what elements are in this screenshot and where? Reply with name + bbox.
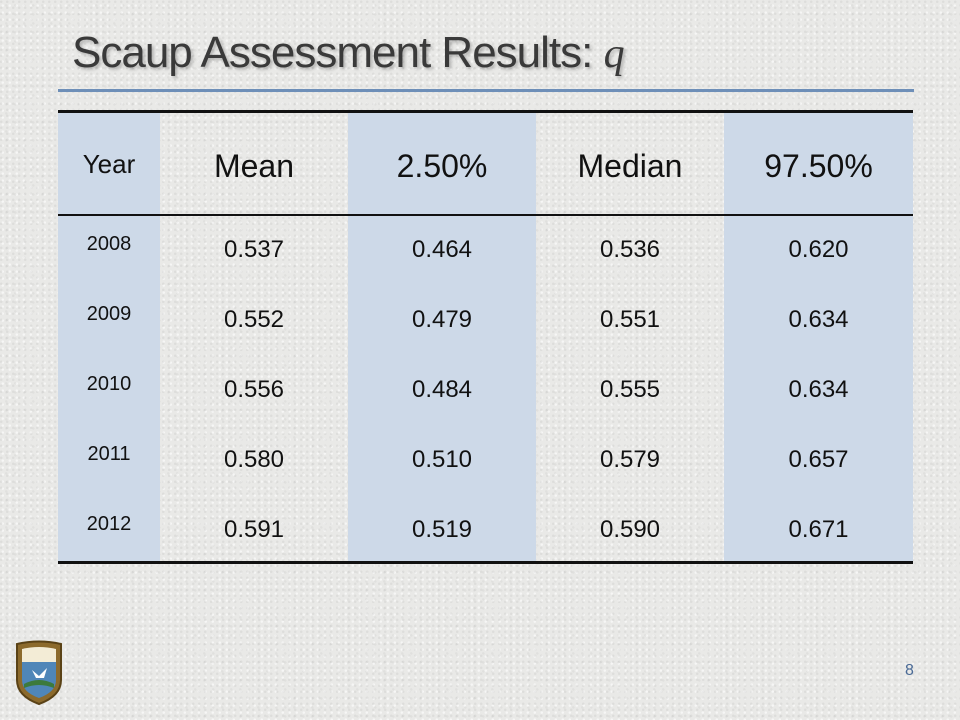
table-top-rule	[58, 110, 913, 113]
title-underline	[58, 89, 914, 92]
page-number: 8	[905, 662, 914, 679]
cell-upper-ci: 0.634	[788, 306, 849, 333]
cell-median: 0.555	[599, 376, 661, 403]
cell-lower-ci: 0.484	[411, 376, 473, 403]
header-mean: Mean	[213, 147, 295, 184]
cell-year: 2012	[86, 512, 132, 535]
table-header-rule	[58, 214, 913, 216]
usfws-shield-icon	[16, 640, 62, 706]
cell-median: 0.590	[599, 516, 661, 543]
cell-mean: 0.537	[223, 236, 285, 263]
upper-ci-column-band	[724, 110, 913, 564]
header-year: Year	[82, 148, 136, 179]
slide-title: Scaup Assessment Results: q	[72, 28, 625, 78]
cell-median: 0.536	[599, 236, 661, 263]
cell-mean: 0.580	[223, 446, 285, 473]
cell-upper-ci: 0.657	[788, 446, 849, 473]
cell-mean: 0.556	[223, 376, 285, 403]
cell-upper-ci: 0.620	[788, 236, 849, 263]
cell-lower-ci: 0.519	[411, 516, 473, 543]
cell-year: 2008	[86, 232, 132, 255]
header-lower-ci: 2.50%	[396, 147, 488, 184]
slide-title-text: Scaup Assessment Results:	[72, 28, 604, 77]
header-upper-ci: 97.50%	[764, 147, 873, 184]
cell-median: 0.579	[599, 446, 661, 473]
cell-median: 0.551	[599, 306, 661, 333]
table-bottom-rule	[58, 561, 913, 564]
results-table: Year Mean 2.50% Median 97.50% 2008 0.537 0.464 0…	[58, 110, 913, 564]
cell-year: 2009	[86, 302, 132, 325]
cell-upper-ci: 0.634	[788, 376, 849, 403]
cell-mean: 0.552	[223, 306, 285, 333]
cell-year: 2011	[87, 442, 131, 465]
cell-year: 2010	[86, 372, 132, 395]
lower-ci-column-band	[348, 110, 536, 564]
year-column-band	[58, 110, 160, 564]
cell-lower-ci: 0.479	[411, 306, 473, 333]
slide-title-variable: q	[603, 31, 625, 77]
cell-lower-ci: 0.510	[411, 446, 473, 473]
cell-upper-ci: 0.671	[788, 516, 849, 543]
cell-mean: 0.591	[223, 516, 285, 543]
header-median: Median	[577, 147, 683, 184]
cell-lower-ci: 0.464	[411, 236, 473, 263]
